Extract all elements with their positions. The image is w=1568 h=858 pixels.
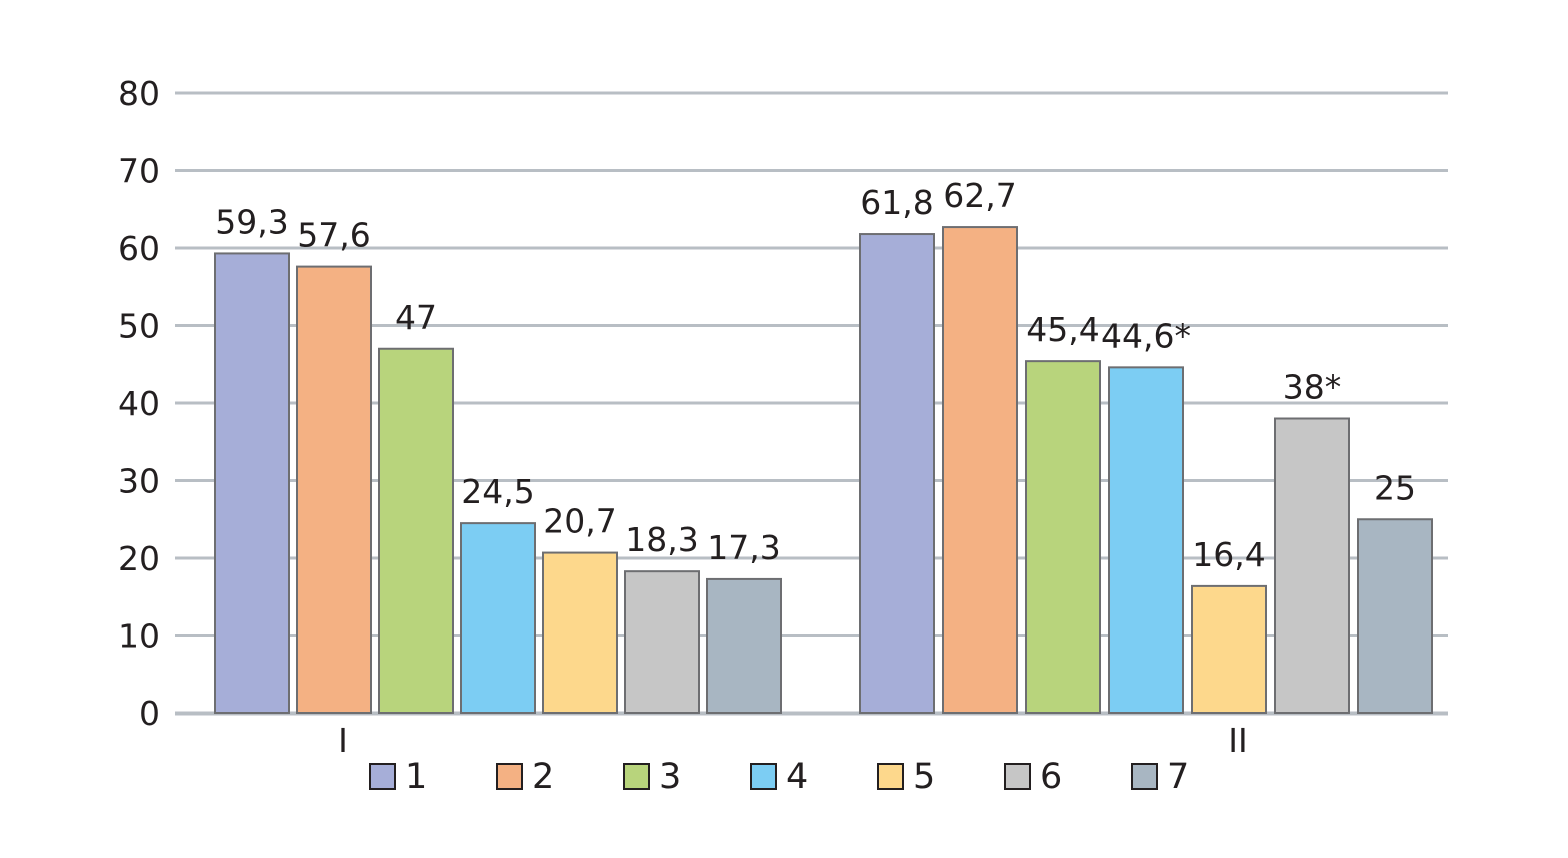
legend-label: 1	[405, 757, 427, 797]
data-label: 59,3	[215, 202, 288, 241]
data-label: 24,5	[461, 472, 534, 511]
y-tick-label: 30	[118, 462, 160, 501]
legend-swatch	[369, 763, 396, 790]
y-tick-label: 50	[118, 307, 160, 346]
y-tick-label: 40	[118, 384, 160, 423]
bar-II-series-7	[1357, 518, 1433, 714]
bar-I-series-4	[460, 522, 536, 714]
data-label: 38*	[1283, 368, 1342, 407]
bar-II-series-5	[1191, 584, 1267, 715]
data-labels: 59,3 57,6 47 24,520,7 18,3 17,3 61,8 62,7 45,4 44…	[215, 176, 1416, 574]
y-tick-label: 0	[139, 694, 160, 733]
data-label: 20,7	[543, 502, 616, 541]
legend-label: 6	[1040, 757, 1062, 797]
y-tick-label: 70	[118, 152, 160, 191]
data-label: 47	[395, 298, 437, 337]
data-label: 17,3	[707, 528, 780, 567]
y-tick-label: 10	[118, 617, 160, 656]
data-label: 57,6	[297, 216, 370, 255]
bar-I-series-6	[624, 570, 700, 714]
data-label: 62,7	[943, 176, 1016, 215]
legend-label: 4	[786, 757, 808, 797]
category-labels: I II	[338, 721, 1248, 760]
legend-swatch	[877, 763, 904, 790]
bar-I-series-2	[296, 265, 372, 714]
bar-I-series-3	[378, 347, 454, 714]
y-tick-label: 80	[118, 74, 160, 113]
bar-II-series-1	[859, 233, 935, 715]
y-axis-ticks: 0 10 20 30 40 50 60 70 80	[118, 74, 160, 733]
y-tick-label: 60	[118, 229, 160, 268]
legend-label: 7	[1167, 757, 1189, 797]
bars	[214, 226, 1433, 715]
bar-I-series-7	[706, 577, 782, 714]
data-label: 25	[1374, 468, 1416, 507]
legend-swatch	[496, 763, 523, 790]
data-label: 44,6*	[1101, 316, 1191, 355]
data-label: 18,3	[625, 520, 698, 559]
data-label: 61,8	[860, 183, 933, 222]
data-label: 45,4	[1026, 310, 1099, 349]
category-label: I	[338, 721, 348, 760]
legend-label: 2	[532, 757, 554, 797]
legend: 1 2 3 4 5 6 7	[369, 757, 1189, 797]
bar-II-series-2	[942, 226, 1018, 714]
legend-swatch	[1131, 763, 1158, 790]
bar-II-series-4	[1108, 366, 1184, 714]
bar-I-series-5	[542, 551, 618, 715]
bar-II-series-6	[1274, 417, 1350, 714]
legend-label: 5	[913, 757, 935, 797]
data-label: 16,4	[1192, 535, 1265, 574]
legend-swatch	[750, 763, 777, 790]
category-label: II	[1228, 721, 1247, 760]
bar-I-series-1	[214, 252, 290, 715]
legend-swatch	[1004, 763, 1031, 790]
legend-label: 3	[659, 757, 681, 797]
y-tick-label: 20	[118, 539, 160, 578]
legend-swatch	[623, 763, 650, 790]
bar-II-series-3	[1025, 360, 1101, 714]
